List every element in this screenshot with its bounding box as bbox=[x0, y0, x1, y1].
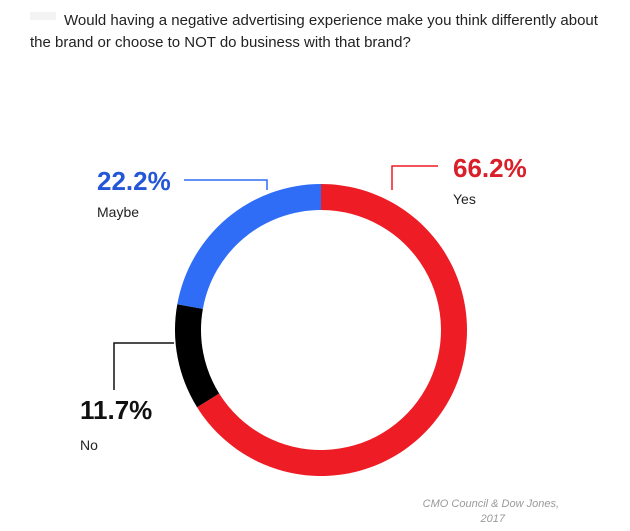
category-label-no: No bbox=[80, 437, 98, 453]
leader-line-yes bbox=[391, 165, 438, 190]
data-label-yes: 66.2% bbox=[453, 153, 527, 183]
donut-slices bbox=[175, 184, 467, 476]
donut-slice-maybe bbox=[177, 184, 321, 309]
leader-line-maybe bbox=[184, 179, 268, 190]
leader-line-no bbox=[113, 342, 174, 390]
donut-slice-no bbox=[175, 304, 220, 408]
source-line-2: 2017 bbox=[480, 513, 506, 525]
data-label-no: 11.7% bbox=[80, 395, 152, 425]
header-stub bbox=[30, 12, 56, 20]
category-label-maybe: Maybe bbox=[97, 204, 139, 220]
question-title: Would having a negative advertising expe… bbox=[30, 12, 598, 51]
leader-lines bbox=[113, 165, 438, 390]
data-label-maybe: 22.2% bbox=[97, 166, 171, 196]
category-label-yes: Yes bbox=[453, 191, 476, 207]
source-line-1: CMO Council & Dow Jones, bbox=[423, 498, 559, 510]
slice-labels: 66.2% Yes 11.7% No 22.2% Maybe bbox=[80, 153, 527, 453]
